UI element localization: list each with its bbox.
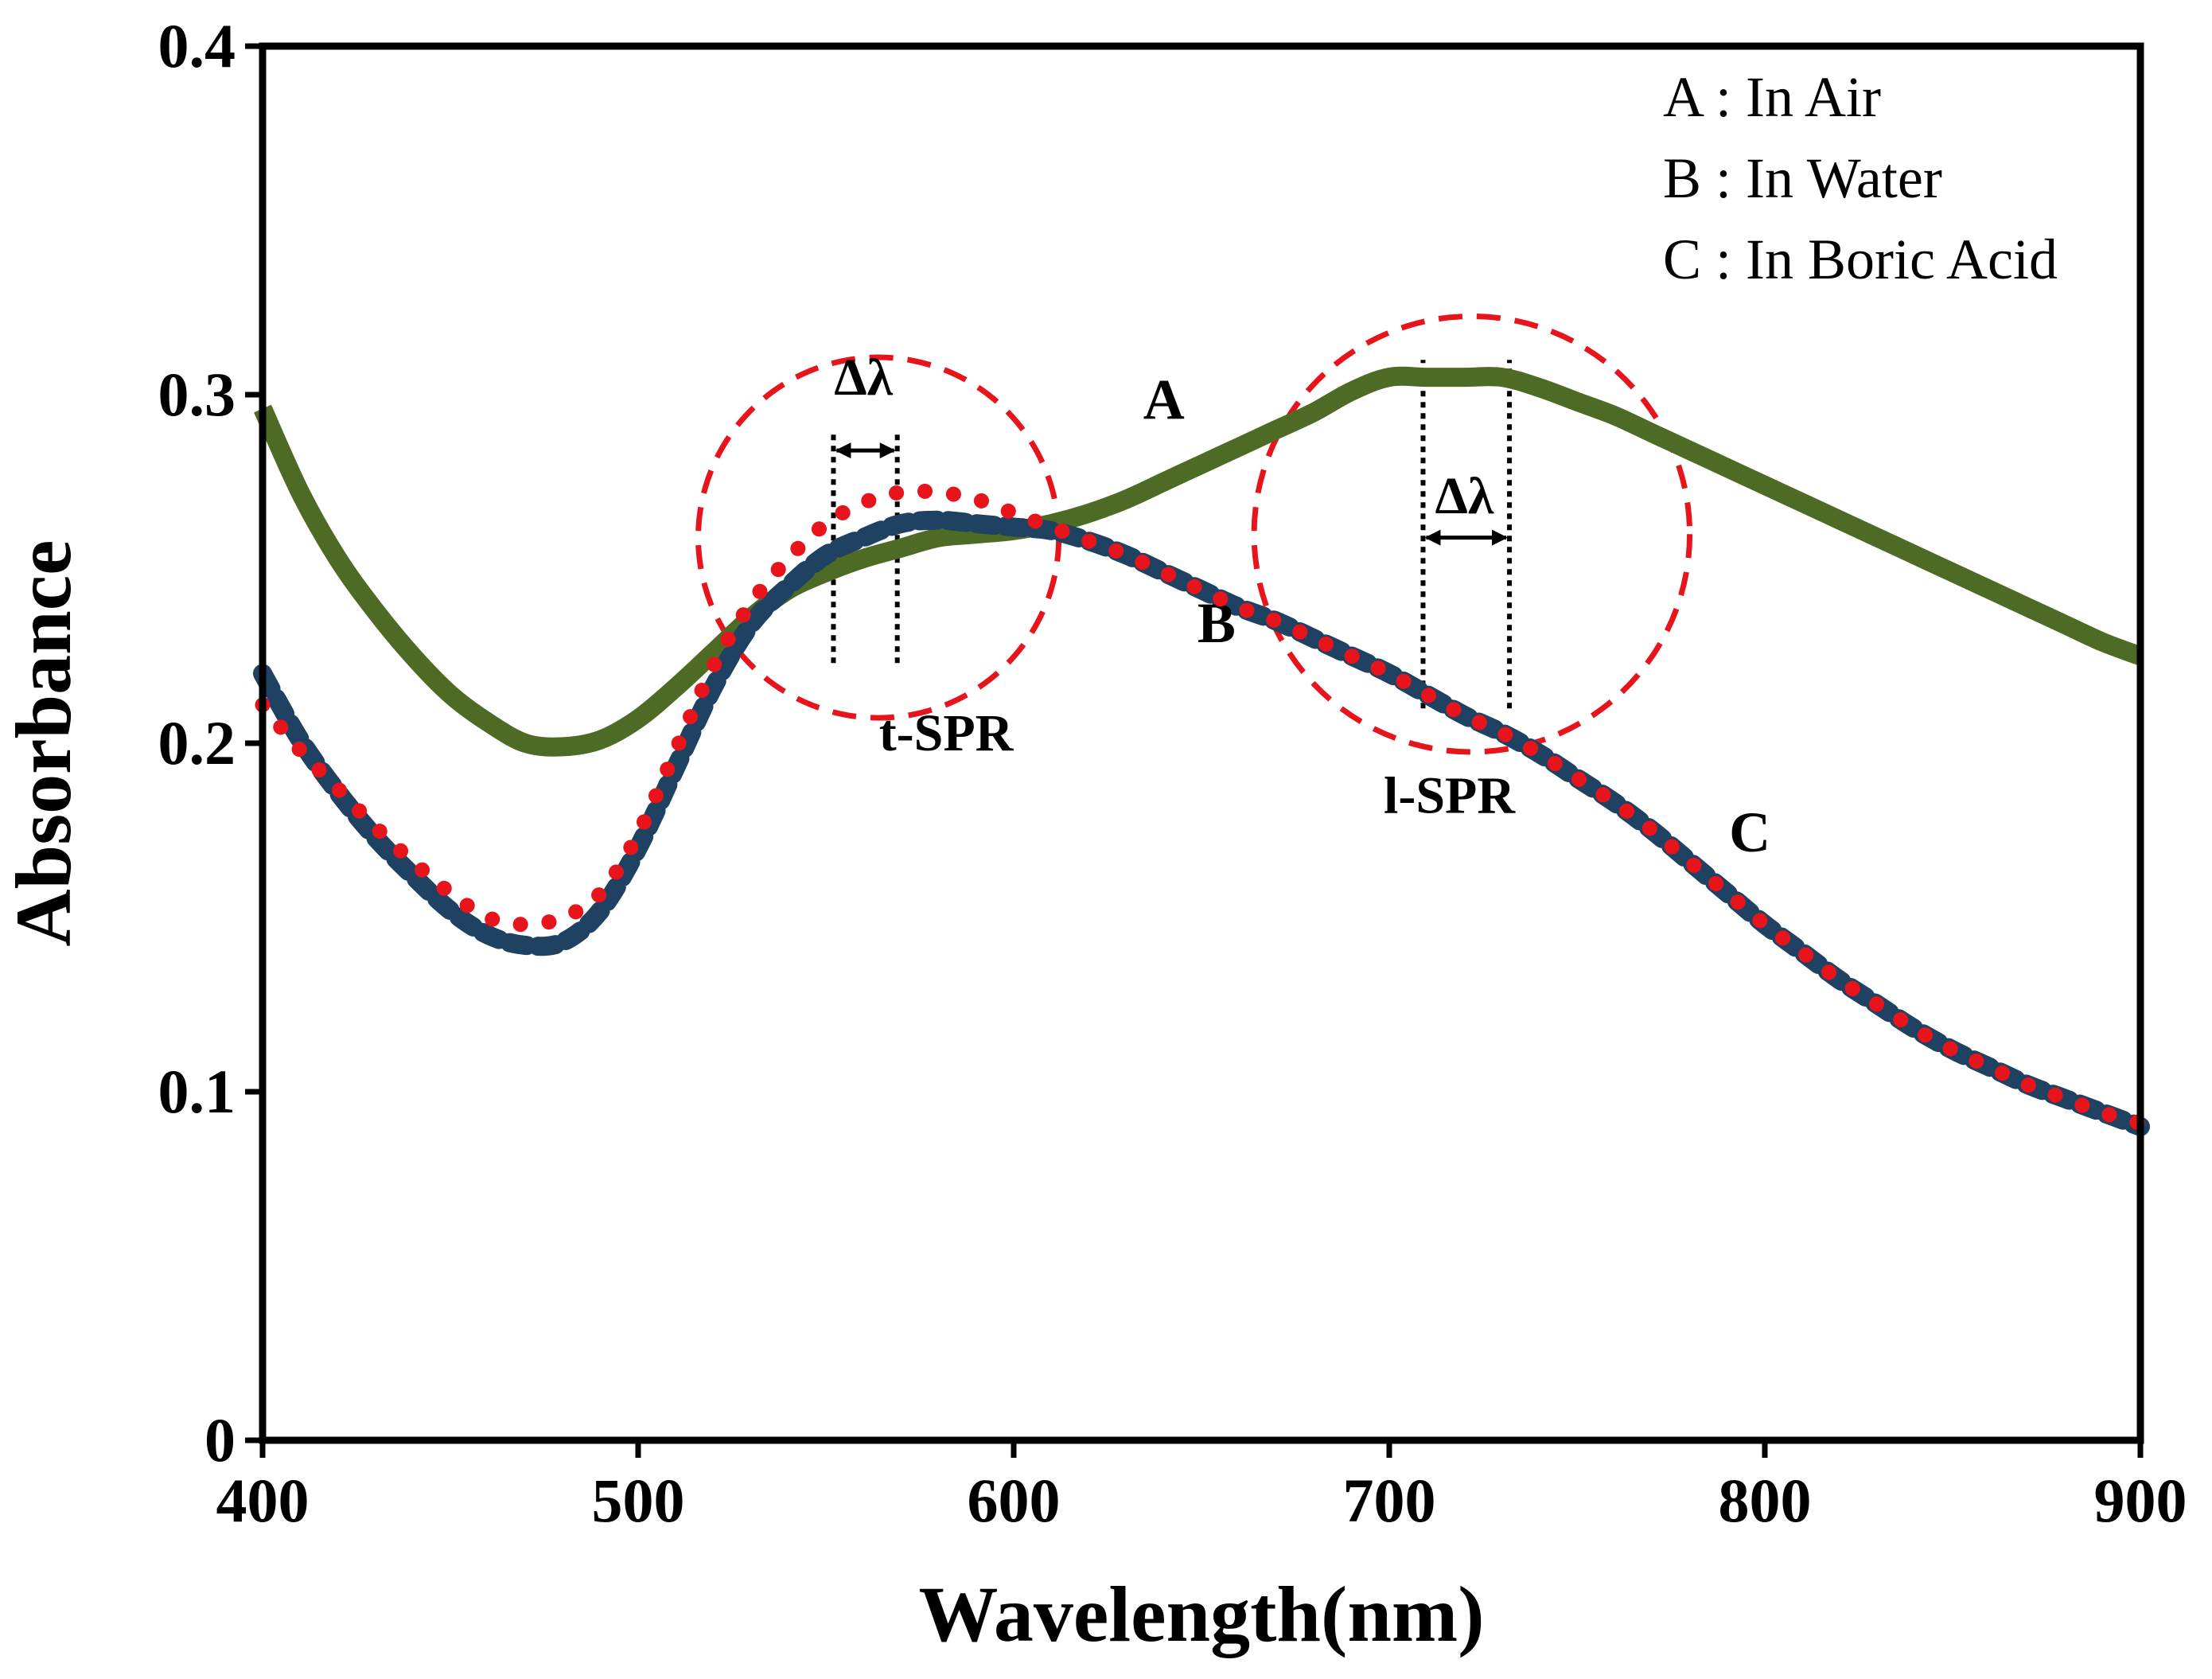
x-tick-label-500: 500	[592, 1466, 685, 1535]
axes: 400 500 600 700 800 900 0 0.1 0.2 0.3 0.4	[158, 11, 2187, 1535]
l-spr-highlight-circle	[1251, 313, 1693, 755]
y-tick-label-0.3: 0.3	[158, 360, 236, 429]
y-tick-label-0.2: 0.2	[158, 708, 236, 777]
y-tick-label-0.1: 0.1	[158, 1057, 236, 1126]
legend: A : In Air B : In Water C : In Boric Aci…	[1663, 65, 2058, 291]
series-layer: ABC	[253, 366, 2150, 1136]
x-tick-label-600: 600	[968, 1466, 1061, 1535]
l-spr-label: l-SPR	[1384, 767, 1516, 825]
l-spr-delta-lambda-label: Δλ	[1435, 467, 1493, 525]
curve-label-a: A	[1143, 368, 1185, 432]
annotation-layer: Δλ t-SPR Δλ l-SPR	[695, 313, 1693, 825]
t-spr-label: t-SPR	[879, 704, 1014, 762]
x-tick-label-900: 900	[2094, 1466, 2187, 1535]
l-spr-arrowhead-left	[1424, 529, 1441, 546]
l-spr-arrowhead-right	[1492, 529, 1509, 546]
series-line-c	[255, 483, 2148, 1131]
t-spr-arrowhead-left	[835, 442, 851, 459]
x-tick-label-400: 400	[216, 1466, 310, 1535]
legend-entry-a: A : In Air	[1663, 65, 1881, 129]
x-axis-title: Wavelength(nm)	[918, 1570, 1484, 1658]
t-spr-delta-lambda-label: Δλ	[834, 349, 893, 407]
legend-entry-c: C : In Boric Acid	[1663, 228, 2058, 291]
x-tick-label-800: 800	[1719, 1466, 1812, 1535]
y-axis-title: Absorbance	[0, 540, 88, 946]
series-line-a	[254, 366, 2144, 757]
y-tick-label-0.4: 0.4	[158, 11, 236, 80]
x-tick-label-700: 700	[1343, 1466, 1436, 1535]
y-tick-label-0: 0	[204, 1405, 236, 1474]
curve-label-c: C	[1729, 801, 1770, 864]
t-spr-arrowhead-right	[879, 442, 896, 459]
legend-entry-b: B : In Water	[1663, 146, 1942, 210]
